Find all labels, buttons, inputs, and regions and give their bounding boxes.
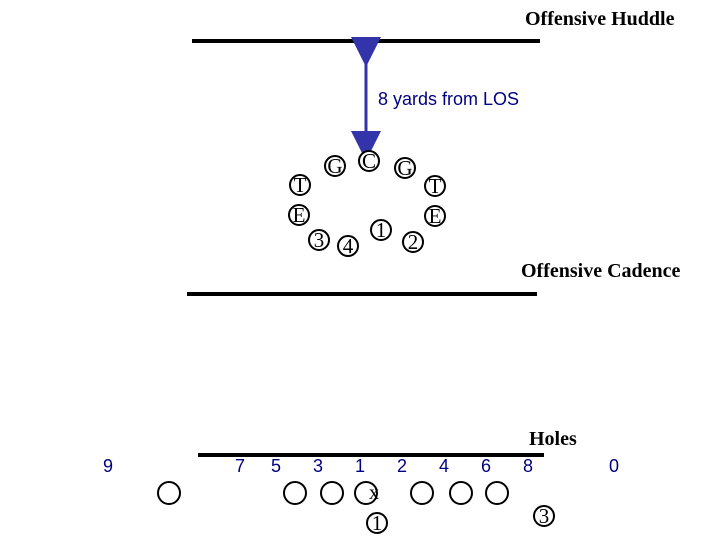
player-end-left: E (288, 204, 310, 226)
hole-5: 5 (270, 456, 281, 476)
hole-9: 9 (102, 456, 113, 476)
player-back-2: 2 (402, 231, 424, 253)
hole-1: 1 (354, 456, 365, 476)
running-back-3: 3 (533, 505, 555, 527)
lineman-tight-end (485, 481, 509, 505)
hole-2: 2 (396, 456, 407, 476)
huddle-title: Offensive Huddle (525, 8, 675, 30)
distance-label: 8 yards from LOS (378, 89, 520, 109)
hole-6: 6 (480, 456, 491, 476)
lineman-center (354, 481, 378, 505)
cadence-line (187, 292, 537, 296)
player-center: C (358, 150, 380, 172)
hole-3: 3 (312, 456, 323, 476)
player-end-right: E (424, 205, 446, 227)
quarterback: 1 (366, 512, 388, 534)
player-guard-left: G (324, 155, 346, 177)
lineman-right-tackle (449, 481, 473, 505)
lineman-left-guard (320, 481, 344, 505)
cadence-title: Offensive Cadence (521, 260, 681, 282)
player-back-4: 4 (337, 235, 359, 257)
hole-4: 4 (438, 456, 449, 476)
lineman-split-end (157, 481, 181, 505)
player-back-3: 3 (308, 229, 330, 251)
player-tackle-left: T (289, 174, 311, 196)
player-tackle-right: T (424, 175, 446, 197)
hole-0: 0 (608, 456, 619, 476)
lineman-left-tackle (283, 481, 307, 505)
player-guard-right: G (394, 157, 416, 179)
holes-title: Holes (529, 428, 577, 450)
player-back-1: 1 (370, 219, 392, 241)
lineman-right-guard (410, 481, 434, 505)
hole-7: 7 (234, 456, 245, 476)
hole-8: 8 (522, 456, 533, 476)
center-mark: x (369, 482, 379, 504)
line-of-scrimmage (198, 453, 544, 457)
